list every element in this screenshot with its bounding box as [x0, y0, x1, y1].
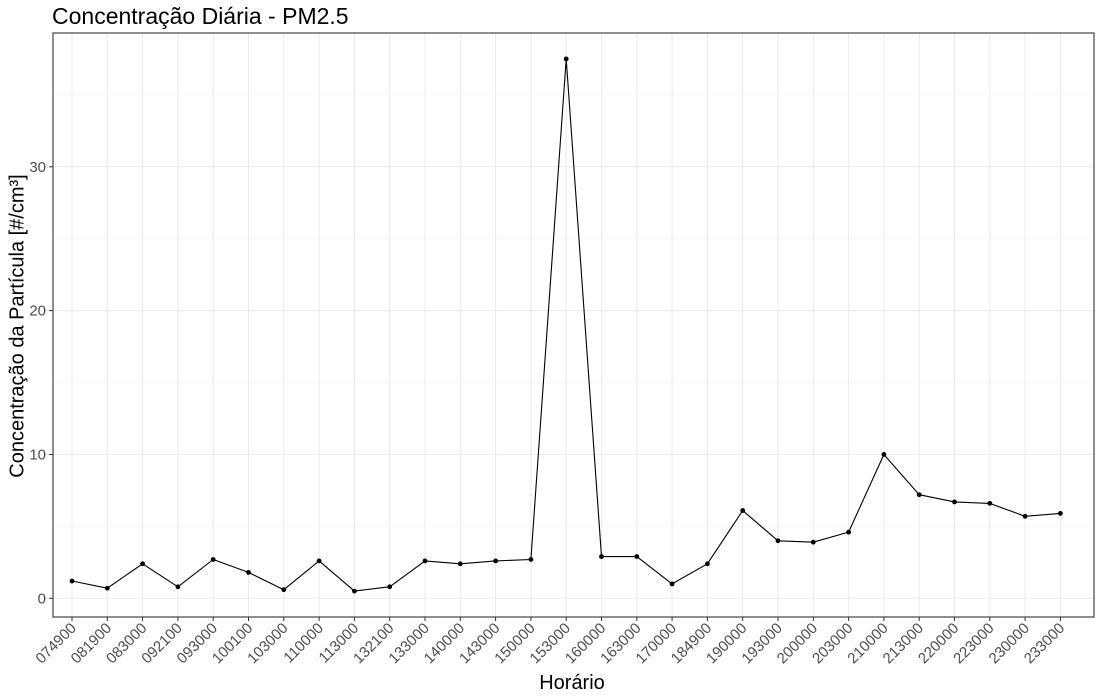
data-point — [987, 500, 993, 506]
data-point — [1058, 511, 1063, 516]
y-tick-label: 0 — [38, 590, 46, 607]
data-point — [669, 581, 675, 587]
data-point — [599, 554, 604, 559]
grid-lines — [53, 33, 1094, 617]
data-point — [210, 557, 216, 562]
data-point — [952, 499, 957, 505]
data-point — [281, 587, 287, 593]
data-point — [457, 561, 463, 567]
panel-border — [52, 32, 1095, 618]
data-point — [634, 554, 640, 559]
y-tick-label: 20 — [29, 303, 46, 320]
data-point — [316, 558, 322, 564]
data-point — [352, 588, 357, 594]
y-tick-label: 10 — [29, 446, 46, 463]
data-point — [69, 578, 75, 584]
data-point — [246, 570, 251, 575]
data-series — [69, 56, 1063, 594]
y-tick-label: 30 — [29, 159, 46, 176]
axes: 0102030074900081900083000092100093000100… — [29, 159, 1068, 667]
data-point — [846, 529, 851, 535]
data-point — [175, 584, 181, 590]
data-point — [528, 557, 534, 562]
data-point — [563, 56, 569, 62]
x-axis-label: Horário — [539, 672, 605, 694]
data-point — [740, 508, 746, 513]
data-point — [775, 538, 781, 544]
data-point — [140, 561, 146, 567]
data-point — [810, 539, 816, 545]
data-point — [104, 585, 110, 591]
chart-title: Concentração Diária - PM2.5 — [52, 3, 349, 29]
data-point — [916, 492, 922, 498]
data-point — [881, 452, 887, 457]
data-point — [705, 561, 710, 567]
data-point — [387, 584, 393, 590]
data-point — [1022, 513, 1028, 519]
data-point — [422, 558, 428, 564]
data-point — [493, 558, 498, 564]
